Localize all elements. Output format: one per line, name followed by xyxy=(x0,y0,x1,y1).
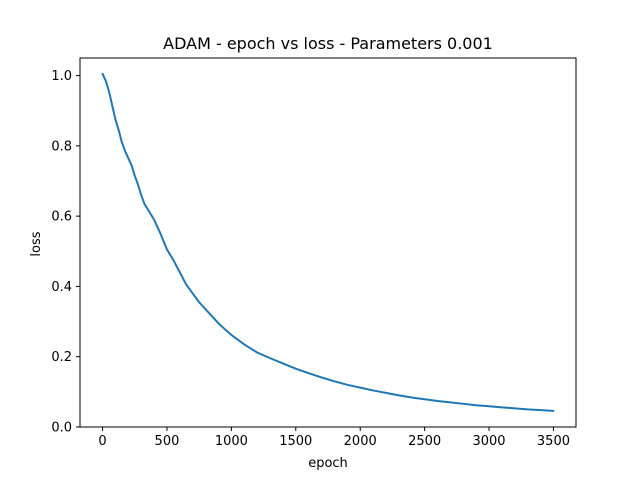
y-tick-label: 0.6 xyxy=(51,210,72,225)
x-tick-label: 0 xyxy=(98,434,106,449)
x-tick-label: 2000 xyxy=(344,434,377,449)
y-tick-label: 1.0 xyxy=(51,69,72,84)
x-tick-label: 1500 xyxy=(279,434,312,449)
y-tick-label: 0.2 xyxy=(51,350,72,365)
series-line-0 xyxy=(101,72,555,412)
axes-frame xyxy=(79,57,577,428)
y-tick-label: 0.0 xyxy=(51,421,72,436)
chart-title: ADAM - epoch vs loss - Parameters 0.001 xyxy=(163,34,493,53)
plot-area: 0 500 1000 1500 2000 2500 3000 3500 0.0 0.2 0.4 0.6… xyxy=(51,57,577,449)
y-tick-label: 0.4 xyxy=(51,280,72,295)
x-axis-label: epoch xyxy=(308,456,348,471)
x-tick-label: 3500 xyxy=(537,434,570,449)
x-tick-label: 500 xyxy=(155,434,180,449)
y-tick-label: 0.8 xyxy=(51,139,72,154)
x-tick-label: 1000 xyxy=(215,434,248,449)
y-axis-label: loss xyxy=(29,231,44,256)
x-tick-label: 3000 xyxy=(472,434,505,449)
x-tick-label: 2500 xyxy=(408,434,441,449)
